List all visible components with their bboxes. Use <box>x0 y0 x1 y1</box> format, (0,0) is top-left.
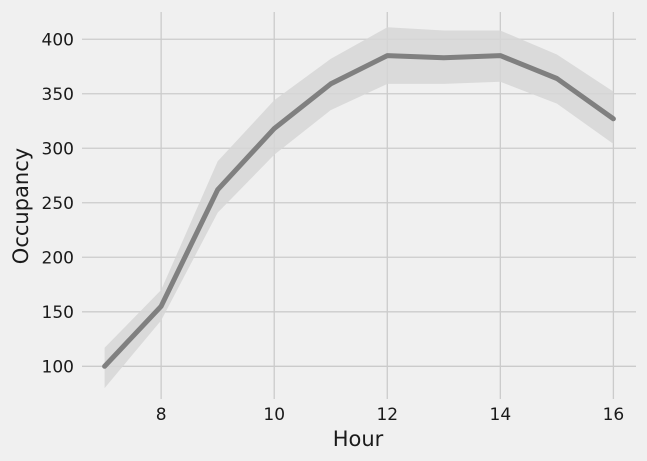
x-tick-labels: 8 10 12 14 16 <box>156 405 624 425</box>
y-tick-label: 100 <box>42 357 74 377</box>
y-tick-label: 150 <box>42 303 74 323</box>
y-tick-label: 300 <box>42 139 74 159</box>
y-tick-label: 400 <box>42 30 74 50</box>
y-tick-labels: 100 150 200 250 300 350 400 <box>42 30 74 377</box>
series-line <box>102 53 616 369</box>
x-tick-label: 8 <box>156 405 167 425</box>
y-tick-label: 200 <box>42 248 74 268</box>
y-tick-label: 350 <box>42 85 74 105</box>
y-tick-label: 250 <box>42 194 74 214</box>
y-axis-label: Occupancy <box>9 148 33 264</box>
x-tick-label: 14 <box>490 405 512 425</box>
x-tick-label: 12 <box>376 405 398 425</box>
x-tick-label: 16 <box>603 405 625 425</box>
x-axis-label: Hour <box>333 427 384 451</box>
x-tick-label: 10 <box>263 405 285 425</box>
